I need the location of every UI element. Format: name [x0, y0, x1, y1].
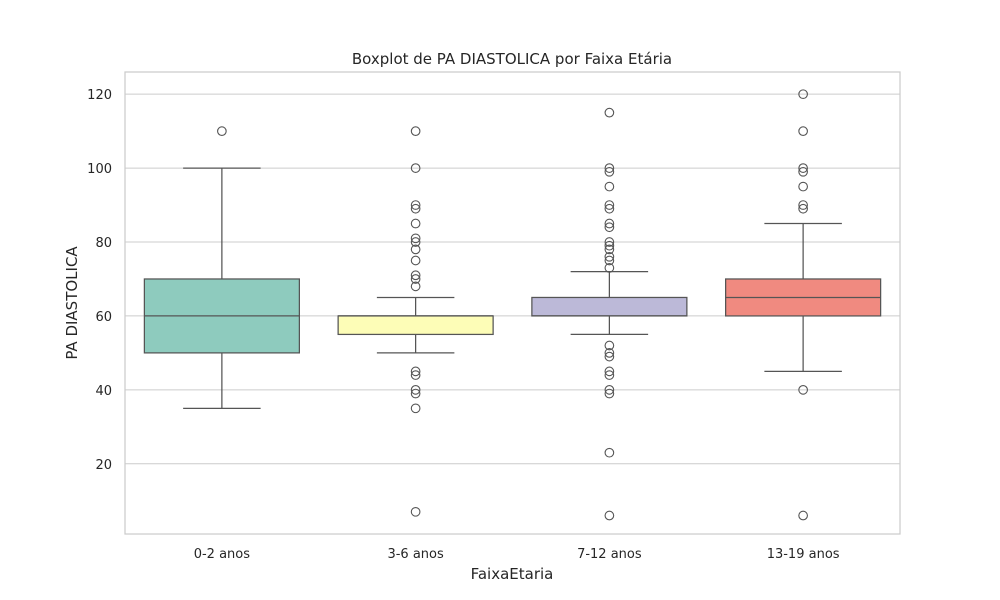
outlier-point: [798, 203, 808, 214]
outlier-point: [604, 203, 615, 214]
outlier-point: [798, 200, 808, 210]
outlier-point: [410, 163, 421, 173]
x-tick-label: 7-12 anos: [577, 547, 642, 562]
y-tick-label: 120: [87, 88, 112, 103]
box-group: [531, 107, 688, 521]
outlier-point: [410, 237, 421, 247]
outlier-point: [604, 510, 615, 521]
outlier-point: [410, 506, 421, 517]
outlier-point: [798, 181, 808, 192]
plot-frame: [124, 71, 901, 535]
outlier-point: [604, 251, 615, 262]
outlier-point: [604, 370, 615, 380]
outlier-point: [604, 163, 615, 173]
outlier-point: [604, 255, 615, 266]
iqr-box: [531, 296, 688, 317]
outlier-point: [798, 166, 808, 177]
outlier-point: [604, 340, 615, 351]
outlier-point: [798, 510, 808, 521]
outlier-point: [410, 385, 421, 395]
outlier-point: [604, 237, 615, 247]
x-ticks: 0-2 anos 3-6 anos 7-12 anos 13-19 anos: [194, 547, 840, 562]
outlier-point: [604, 351, 615, 362]
y-ticks: 20 40 60 80 100 120: [87, 88, 112, 473]
outlier-point: [410, 218, 421, 229]
outlier-point: [604, 388, 615, 399]
outlier-point: [410, 270, 421, 281]
chart-title: Boxplot de PA DIASTOLICA por Faixa Etári…: [352, 50, 672, 68]
outlier-point: [410, 366, 421, 377]
x-tick-label: 13-19 anos: [767, 547, 840, 562]
outlier-point: [604, 240, 615, 251]
outlier-point: [410, 281, 421, 292]
outlier-point: [604, 200, 615, 210]
x-tick-label: 3-6 anos: [387, 547, 444, 562]
outlier-point: [604, 385, 615, 395]
outlier-point: [604, 244, 615, 255]
outlier-point: [604, 263, 615, 273]
y-tick-label: 80: [95, 236, 112, 251]
outlier-point: [798, 126, 808, 136]
boxes: [143, 89, 882, 521]
box-group: [143, 126, 300, 409]
outlier-point: [410, 388, 421, 399]
y-tick-label: 20: [95, 458, 112, 473]
outlier-point: [604, 222, 615, 233]
outlier-point: [410, 255, 421, 266]
y-tick-label: 40: [95, 384, 112, 399]
outlier-point: [410, 370, 421, 380]
outlier-point: [798, 385, 808, 395]
outlier-point: [410, 274, 421, 284]
outlier-point: [604, 107, 615, 118]
outlier-point: [410, 403, 421, 414]
x-axis-label: FaixaEtaria: [471, 565, 554, 583]
outlier-point: [798, 163, 808, 173]
x-tick-label: 0-2 anos: [194, 547, 251, 562]
outlier-point: [410, 126, 421, 136]
iqr-box: [337, 315, 494, 336]
outlier-point: [798, 89, 808, 100]
outlier-point: [410, 200, 421, 210]
outlier-point: [217, 126, 227, 136]
outlier-point: [604, 166, 615, 177]
outlier-point: [410, 233, 421, 244]
outlier-point: [410, 203, 421, 214]
y-axis-label: PA DIASTOLICA: [63, 246, 81, 360]
outlier-point: [604, 218, 615, 229]
outlier-point: [604, 447, 615, 458]
outlier-point: [604, 348, 615, 358]
box-group: [337, 126, 494, 517]
y-tick-label: 100: [87, 162, 112, 177]
outlier-point: [604, 366, 615, 377]
outlier-point: [604, 181, 615, 192]
outlier-point: [410, 244, 421, 255]
y-tick-label: 60: [95, 310, 112, 325]
box-group: [725, 89, 882, 521]
